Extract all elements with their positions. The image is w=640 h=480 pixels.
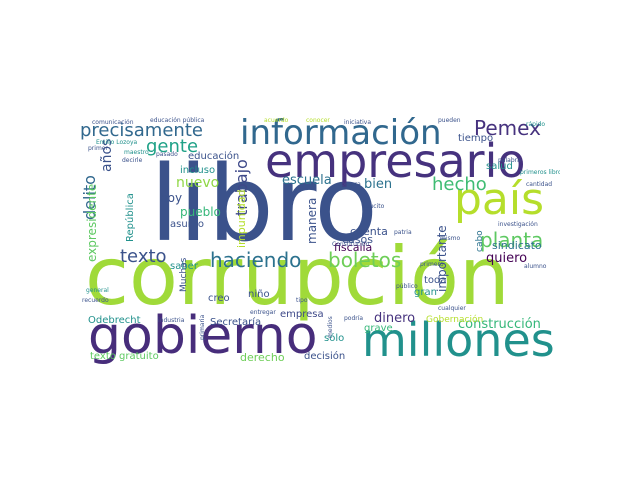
- word-quiero: quiero: [486, 251, 528, 266]
- word-cloud: libro corrupción empresario gobierno mil…: [80, 112, 560, 368]
- word-mismo: mismo: [440, 235, 461, 242]
- word-primero: primero: [420, 261, 444, 268]
- word-cantidad: cantidad: [526, 181, 553, 188]
- word-gran: gran: [414, 287, 437, 298]
- word-acuerdo: acuerdo: [264, 117, 289, 124]
- word-secretaria: Secretaría: [210, 317, 262, 328]
- word-recuerdo: recuerdo: [82, 297, 109, 304]
- word-publico: público: [396, 283, 418, 290]
- word-constitucion: Constitución: [332, 241, 370, 248]
- word-creo: creo: [208, 293, 230, 304]
- word-escuela: escuela: [282, 173, 332, 188]
- word-empresa: empresa: [280, 309, 324, 320]
- word-iniciativa: iniciativa: [344, 119, 372, 126]
- word-salud: salud: [486, 161, 513, 172]
- word-industria: industria: [158, 317, 185, 324]
- word-maestro: maestro: [124, 149, 149, 156]
- word-sindicato: sindicato: [492, 239, 542, 252]
- word-derecho: derecho: [240, 351, 285, 364]
- word-rapido: rápido: [526, 121, 546, 128]
- word-nino: niño: [248, 289, 270, 300]
- word-general: general: [86, 287, 109, 294]
- word-odebrecht: Odebrecht: [88, 315, 141, 326]
- word-hecho: hecho: [432, 174, 487, 195]
- word-construccion: construcción: [458, 317, 541, 332]
- word-texto-gratuito: texto gratuito: [90, 351, 159, 362]
- word-manera: manera: [305, 197, 319, 244]
- word-toda: toda: [424, 275, 447, 286]
- word-podria: podría: [344, 315, 364, 322]
- word-grave: grave: [364, 323, 393, 334]
- word-primeros-libros: primeros libros: [520, 169, 560, 176]
- word-solo: sólo: [324, 333, 345, 344]
- word-nuevo: nuevo: [176, 175, 220, 191]
- word-medios: medios: [327, 316, 334, 338]
- word-entregar: entregar: [250, 309, 276, 316]
- word-precisamente: precisamente: [80, 120, 203, 141]
- word-educacion: educación: [188, 151, 240, 162]
- word-empresario: empresario: [265, 134, 526, 188]
- word-dinero: dinero: [374, 311, 416, 326]
- word-gente: gente: [146, 136, 199, 157]
- word-educacion-publica: educación pública: [150, 117, 205, 124]
- word-fiscalia: fiscalía: [334, 241, 373, 254]
- word-casos: casos: [342, 233, 373, 246]
- word-impunidad: impunidad: [235, 189, 248, 248]
- word-bien: bien: [364, 177, 393, 192]
- word-informacion: información: [240, 113, 442, 153]
- word-tiempo: tiempo: [458, 133, 494, 144]
- word-pasado: pasado: [156, 151, 178, 158]
- word-corrupcion: corrupción: [85, 230, 510, 323]
- word-decirle: decirle: [122, 157, 143, 164]
- word-expresidente: expresidente: [85, 183, 99, 262]
- word-millones: millones: [362, 313, 555, 367]
- word-gobierno: gobierno: [88, 306, 318, 366]
- word-conocer: conocer: [306, 117, 330, 124]
- word-texto: texto: [120, 246, 167, 267]
- word-pemex: Pemex: [474, 116, 541, 140]
- word-decision: decisión: [304, 351, 346, 362]
- word-tipo: tipo: [296, 297, 308, 304]
- word-primer: primer: [88, 145, 108, 152]
- word-palabra: palabra: [498, 157, 521, 164]
- word-hoy: hoy: [160, 191, 183, 205]
- word-gobernacion: Gobernación: [426, 315, 484, 325]
- word-cuenta: cuenta: [350, 225, 388, 238]
- word-haciendo: haciendo: [210, 248, 302, 272]
- word-planta: planta: [480, 228, 544, 252]
- word-pueden: pueden: [438, 117, 461, 124]
- word-investigacion: investigación: [498, 221, 538, 228]
- word-emilio-lozoya: Emilio Lozoya: [96, 139, 138, 146]
- word-muchas: Muchas: [179, 257, 189, 292]
- word-republica: República: [125, 193, 136, 242]
- word-pueblo: pueblo: [180, 205, 221, 219]
- word-compra: compra: [338, 181, 361, 188]
- word-incluso: incluso: [180, 165, 216, 176]
- word-comunicacion: comunicación: [92, 119, 134, 126]
- word-asunto: asunto: [170, 219, 205, 230]
- word-boletos: boletos: [328, 248, 402, 272]
- word-libro: libro: [150, 143, 378, 265]
- word-primaria: primaria: [199, 314, 206, 340]
- word-saber: saber: [170, 261, 198, 272]
- word-alumno: alumno: [524, 263, 547, 270]
- word-cabo: cabo: [475, 230, 485, 252]
- word-patria: patria: [394, 229, 412, 236]
- word-saucito: Saucito: [362, 203, 385, 210]
- word-cualquier: cualquier: [438, 305, 466, 312]
- word-pais: país: [454, 174, 545, 225]
